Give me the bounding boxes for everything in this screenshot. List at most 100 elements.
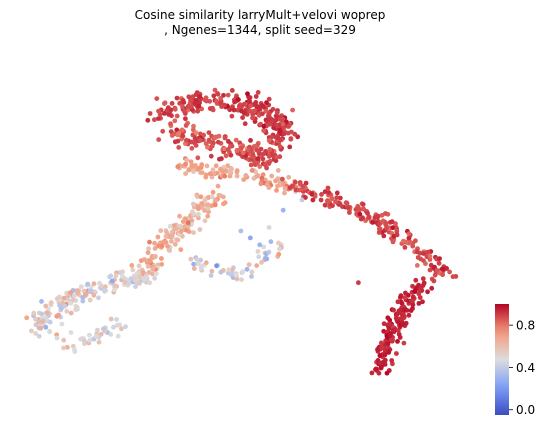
scatter-point [310, 197, 316, 203]
scatter-point [285, 130, 291, 136]
scatter-point [247, 99, 253, 104]
scatter-point [211, 93, 217, 99]
scatter-point [188, 159, 194, 165]
scatter-point [61, 345, 66, 351]
scatter-point [248, 148, 254, 154]
scatter-point [38, 325, 44, 331]
scatter-point [147, 258, 153, 264]
scatter-point [370, 220, 375, 225]
scatter-point [197, 227, 203, 232]
scatter-point [248, 156, 254, 162]
scatter-point [137, 281, 142, 286]
scatter-point [128, 276, 134, 282]
scatter-point [87, 332, 92, 338]
scatter-point [141, 278, 147, 284]
scatter-point [255, 90, 261, 95]
scatter-point [145, 117, 151, 123]
scatter-point [255, 104, 261, 109]
scatter-point [375, 358, 381, 363]
scatter-point [147, 239, 152, 245]
scatter-point [215, 183, 221, 189]
scatter-point [195, 108, 201, 114]
scatter-point [233, 272, 239, 278]
scatter-point [54, 335, 60, 341]
scatter-point [394, 232, 400, 238]
scatter-point [152, 246, 158, 251]
scatter-point [388, 331, 394, 336]
scatter-point [174, 226, 179, 232]
scatter-point [113, 273, 119, 279]
scatter-point [91, 292, 97, 298]
scatter-point [416, 291, 422, 297]
scatter-point [194, 257, 200, 262]
scatter-point [169, 101, 175, 106]
scatter-point [175, 164, 181, 170]
scatter-point [146, 246, 152, 252]
scatter-point [96, 339, 102, 345]
scatter-point [177, 213, 183, 219]
scatter-point [266, 185, 272, 191]
scatter-point [152, 240, 157, 246]
scatter-point [177, 100, 183, 106]
scatter-point [434, 268, 440, 273]
scatter-point [378, 340, 384, 346]
colorbar-tick-label: 0.8 [516, 319, 535, 333]
colorbar: 0.0 0.4 0.8 [495, 304, 535, 417]
scatter-point [248, 103, 254, 109]
scatter-point [119, 273, 125, 279]
scatter-point [169, 239, 174, 244]
scatter-point [431, 278, 437, 284]
scatter-point [142, 257, 147, 262]
scatter-point [68, 330, 74, 335]
scatter-point [379, 344, 385, 350]
scatter-point [178, 247, 184, 253]
scatter-point [203, 172, 209, 178]
scatter-point [87, 297, 93, 303]
scatter-point [206, 130, 212, 136]
scatter-point [373, 367, 378, 372]
scatter-point [197, 138, 203, 143]
scatter-point [240, 150, 246, 156]
scatter-point [225, 92, 231, 98]
scatter-point [260, 156, 266, 162]
scatter-point [274, 154, 279, 160]
scatter-point [267, 121, 272, 127]
scatter-point [239, 277, 244, 282]
scatter-point [432, 264, 437, 270]
scatter-point [365, 211, 370, 216]
scatter-point [68, 310, 74, 316]
scatter-point [275, 183, 280, 189]
scatter-point [161, 239, 167, 244]
scatter-point [72, 347, 77, 352]
scatter-point [62, 303, 68, 309]
scatter-point [101, 326, 106, 332]
scatter-point [44, 310, 50, 316]
scatter-point [418, 285, 424, 290]
scatter-point [249, 168, 255, 173]
scatter-point [217, 156, 222, 162]
scatter-point [248, 138, 253, 143]
scatter-point [282, 190, 287, 196]
scatter-point [398, 293, 404, 299]
scatter-point [234, 168, 240, 174]
scatter-point [389, 337, 395, 343]
scatter-point [410, 294, 416, 300]
scatter-point [260, 111, 265, 117]
scatter-point [218, 269, 224, 275]
scatter-point [216, 133, 222, 139]
scatter-point [309, 191, 315, 197]
scatter-point [210, 189, 216, 195]
scatter-point [396, 310, 402, 316]
scatter-point [427, 257, 433, 262]
scatter-point [256, 254, 262, 260]
scatter-point [440, 266, 446, 272]
scatter-point [152, 117, 157, 123]
scatter-point [196, 215, 201, 221]
scatter-point [447, 269, 452, 275]
scatter-point [190, 209, 195, 215]
scatter-point [252, 108, 257, 114]
scatter-point [384, 370, 390, 376]
scatter-point [266, 225, 272, 230]
scatter-point [225, 163, 231, 169]
scatter-point [241, 177, 247, 183]
